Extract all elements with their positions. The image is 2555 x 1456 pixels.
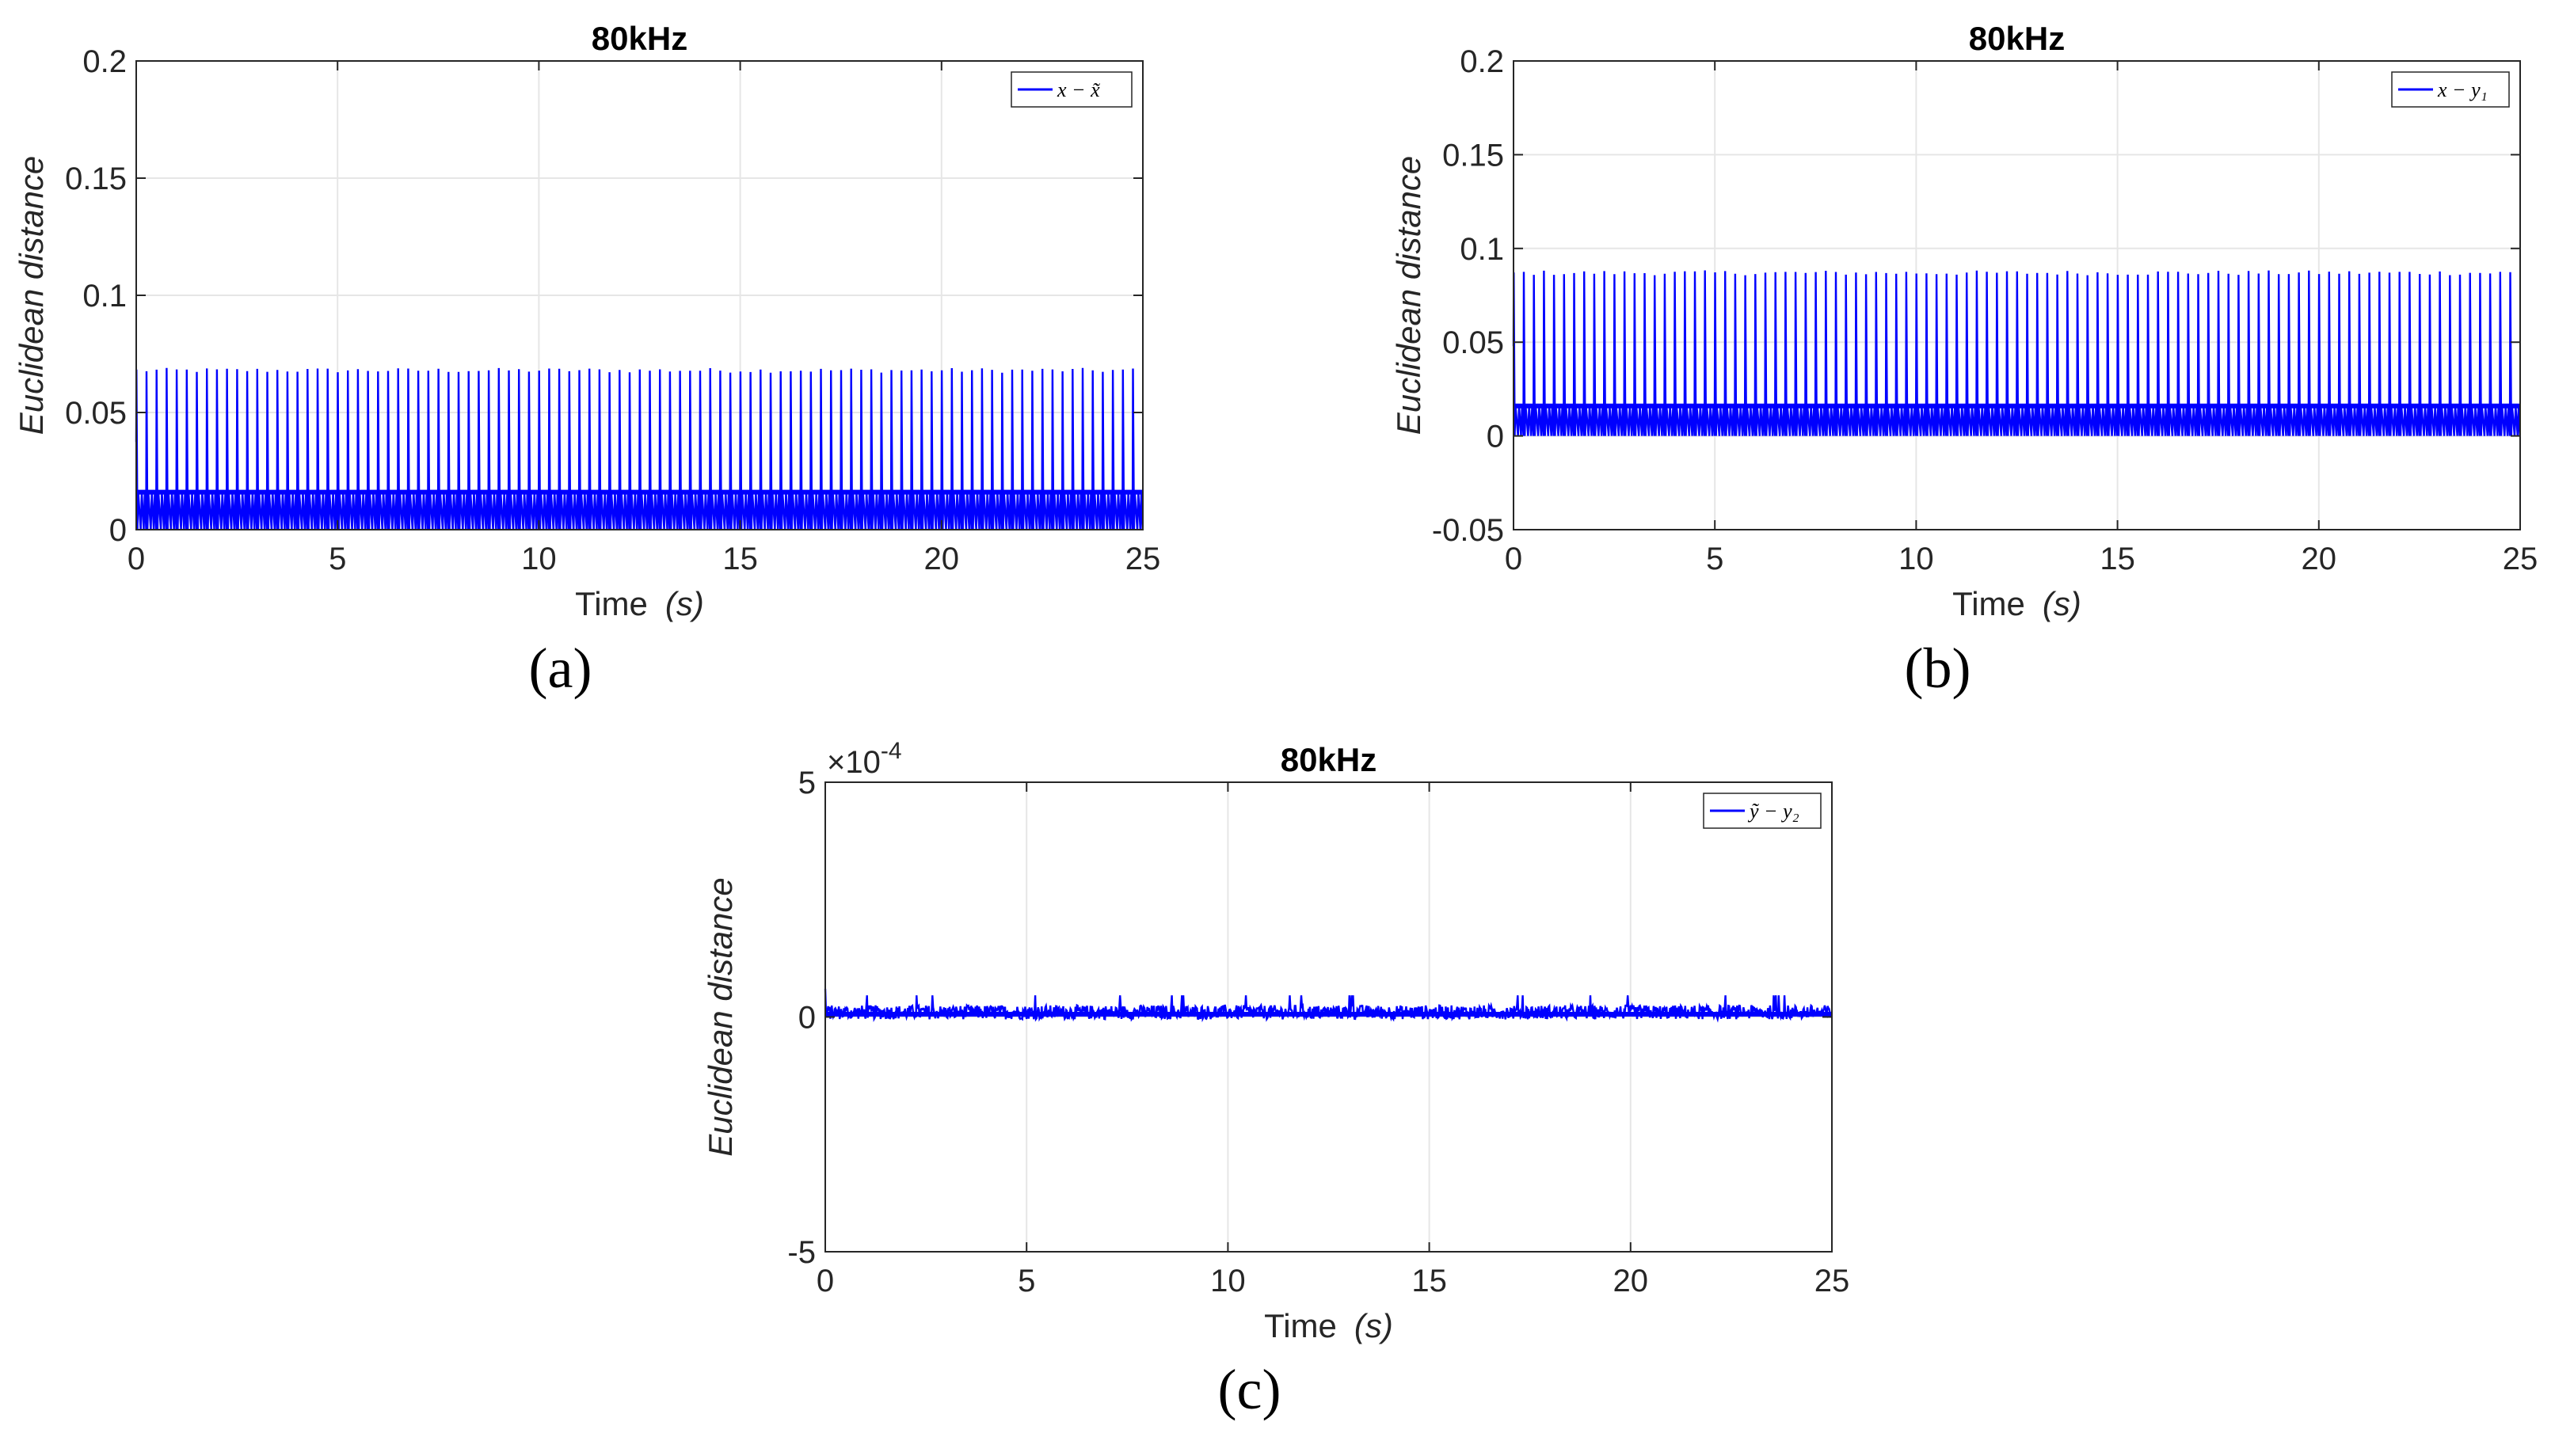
y-axis-label: Euclidean distance [702,877,739,1157]
x-axis-label-unit: (s) [665,585,704,622]
chart-title: 80kHz [1281,741,1377,778]
x-tick-label: 25 [2503,542,2538,576]
y-tick-label: 0 [798,1001,816,1036]
x-tick-label: 5 [1018,1264,1035,1298]
x-axis-label-text: Time [1952,585,2025,622]
chart-b: 0 5 10 15 20 25-0.0500.050.10.150.280kHzTime(… [1390,20,2538,700]
y-tick-label: 0.15 [1442,138,1504,173]
x-tick-label: 10 [1898,542,1934,576]
x-tick-label: 0 [128,542,145,576]
x-axis-label-text: Time [575,585,648,622]
y-tick-label: 5 [798,766,816,800]
legend-entry: x − y₁ [2437,78,2488,101]
x-tick-label: 20 [2302,542,2337,576]
y-tick-label: 0.2 [82,44,127,79]
legend-entry: x − x̃ [1057,78,1101,101]
y-axis-label: Euclidean distance [13,156,50,435]
panel-label: (c) [1218,1358,1281,1421]
y-exponent-base: ×10 [827,745,881,780]
x-tick-label: 10 [1210,1264,1246,1298]
x-tick-label: 5 [1706,542,1723,576]
y-tick-label: 0.2 [1460,44,1504,79]
x-axis-label: Time (s) [1952,585,2081,622]
y-axis-label: Euclidean distance [1390,156,1427,435]
y-tick-label: 0.1 [82,279,127,314]
series-line [135,367,1144,530]
y-tick-label: -5 [787,1235,816,1270]
x-tick-label: 20 [1613,1264,1649,1298]
x-tick-label: 15 [1411,1264,1447,1298]
y-exponent-label: ×10-4 [827,738,902,780]
x-tick-label: 15 [2100,542,2135,576]
x-axis-label-unit: (s) [2043,585,2081,622]
panel-label: (b) [1905,637,1971,700]
chart-title: 80kHz [1969,20,2065,57]
y-tick-label: 0.05 [1442,325,1504,360]
x-axis-label-unit: (s) [1354,1307,1393,1344]
y-tick-label: 0.05 [65,396,127,431]
x-axis-label-text: Time [1264,1307,1337,1344]
x-tick-label: 0 [1505,542,1522,576]
x-tick-label: 10 [521,542,557,576]
y-tick-label: 0 [1487,420,1504,454]
chart-a: 0 5 10 15 20 25 0 0.05 0.1 0.15 0.2 80kHz Time (s) Euc… [13,20,1160,700]
y-tick-label: 0.1 [1460,232,1504,267]
x-axis-label: Time (s) [1264,1307,1393,1344]
y-tick-label: 0 [109,513,127,548]
y-tick-label: -0.05 [1432,513,1504,548]
y-exponent-power: -4 [881,738,902,764]
x-tick-label: 25 [1125,542,1161,576]
axes-box [1513,60,2521,530]
x-axis-label: Time (s) [575,585,704,622]
chart-title: 80kHz [592,20,687,57]
y-tick-label: 0.15 [65,162,127,196]
legend-entry: ỹ − y₂ [1747,800,1799,823]
x-tick-label: 5 [329,542,346,576]
x-tick-label: 15 [722,542,758,576]
panel-label: (a) [529,637,592,700]
x-tick-label: 0 [817,1264,834,1298]
x-tick-label: 20 [924,542,960,576]
series-line [1512,270,2521,436]
series-line [824,988,1833,1023]
x-tick-label: 25 [1814,1264,1850,1298]
